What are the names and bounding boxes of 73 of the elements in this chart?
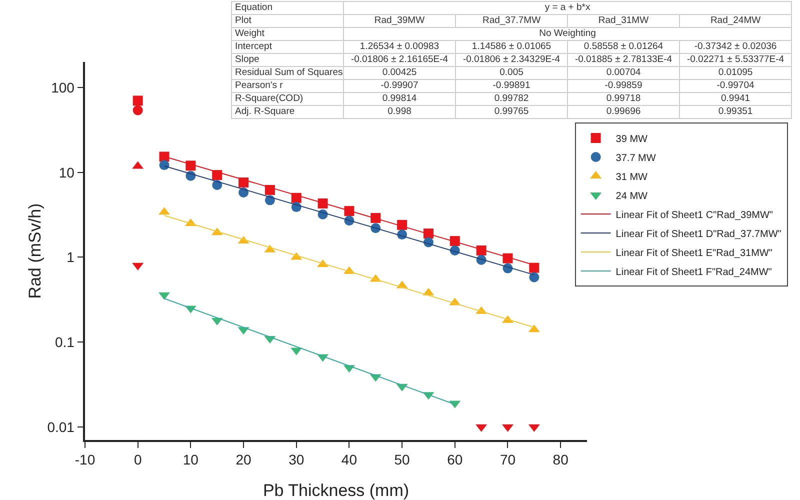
- text: 0.58558 ± 0.01264: [568, 40, 680, 54]
- text: Equation: [232, 2, 344, 14]
- point: [318, 198, 328, 208]
- text: y = a + b*x: [344, 2, 792, 14]
- x-tick-label: 0: [134, 452, 142, 468]
- x-tick-label: 30: [288, 452, 304, 468]
- text: Rad_24MW: [680, 14, 792, 28]
- x-tick-label: 70: [500, 452, 516, 468]
- point: [238, 177, 249, 188]
- x-tick-label: 80: [552, 452, 569, 468]
- point: [159, 160, 170, 170]
- y-tick-label: 0.1: [54, 334, 75, 350]
- legend-label: Linear Fit of Sheet1 C"Rad_39MW": [616, 210, 774, 221]
- point: [370, 212, 381, 223]
- text: Rad_31MW: [568, 14, 680, 28]
- x-tick-label: 60: [447, 452, 463, 468]
- y-axis-title: Rad (mSv/h): [26, 203, 44, 299]
- point: [529, 262, 540, 273]
- point: [186, 160, 196, 171]
- text: Rad_39MW: [344, 14, 456, 28]
- annotation: 0.99782: [456, 92, 568, 106]
- legend-label: 24 MW: [616, 190, 648, 202]
- legend-label: Linear Fit of Sheet1 D"Rad_37.7MW": [616, 228, 782, 240]
- text: 1.14586 ± 0.01065: [456, 40, 568, 54]
- text: Weight: [232, 28, 344, 40]
- annotation: -0.01806 ± 2.16165E-4: [344, 54, 456, 66]
- y-tick-label: 0.01: [47, 418, 75, 435]
- y-tick-label: 1: [66, 249, 75, 266]
- point: [264, 184, 275, 195]
- annotation: R-Square(COD): [232, 92, 344, 106]
- annotation: -0.99907: [344, 80, 456, 92]
- x-tick-label: 10: [182, 452, 199, 468]
- point: [132, 96, 143, 106]
- annotation: 0.005: [456, 66, 568, 80]
- legend-label: Linear Fit of Sheet1 F"Rad_24MW": [616, 266, 772, 278]
- annotation: -0.01885 ± 2.78133E-4: [568, 54, 680, 66]
- x-tick-label: 50: [394, 452, 410, 468]
- annotation: Adj. R-Square: [232, 106, 344, 118]
- text: 0.99696: [568, 106, 680, 118]
- x-tick-label: -10: [74, 452, 96, 468]
- annotation: Pearson's r: [232, 80, 344, 92]
- legend-label: 37.7 MW: [616, 152, 656, 164]
- legend-label: Linear Fit of Sheet1 E"Rad_31MW": [616, 248, 773, 259]
- text: Rad_37.7MW: [456, 14, 568, 28]
- y-tick-label: 10: [58, 164, 75, 180]
- annotation: Residual Sum of Squares: [232, 66, 344, 80]
- text: 0.00704: [568, 66, 680, 80]
- x-tick-label: 20: [236, 452, 252, 468]
- text: 1.26534 ± 0.00983: [344, 40, 456, 54]
- legend-label: 39 MW: [616, 134, 648, 145]
- annotation: -0.01806 ± 2.34329E-4: [456, 54, 568, 66]
- point: [529, 272, 540, 282]
- legend-label: 31 MW: [616, 172, 648, 183]
- annotation: 0.99765: [456, 106, 568, 118]
- text: -0.99704: [680, 80, 792, 92]
- text: 0.99351: [680, 106, 792, 118]
- y-tick-label: 100: [51, 79, 75, 96]
- text: 0.01095: [680, 66, 792, 80]
- x-axis-title: Pb Thickness (mm): [262, 481, 410, 500]
- text: -0.37342 ± 0.02036: [680, 40, 792, 54]
- annotation: 0.99814: [344, 92, 456, 106]
- text: -0.02271 ± 5.53377E-4: [680, 54, 792, 66]
- annotation: Slope: [232, 54, 344, 66]
- annotation: 0.998: [344, 106, 456, 118]
- annotation: 0.00425: [344, 66, 456, 80]
- text: 0.99718: [568, 92, 680, 106]
- text: Plot: [232, 14, 344, 28]
- text: Intercept: [232, 40, 344, 54]
- text: 0.9941: [680, 92, 792, 106]
- annotation: -0.99891: [456, 80, 568, 92]
- x-tick-label: 40: [341, 452, 358, 468]
- text: -0.99859: [568, 80, 680, 92]
- text: No Weighting: [344, 28, 792, 40]
